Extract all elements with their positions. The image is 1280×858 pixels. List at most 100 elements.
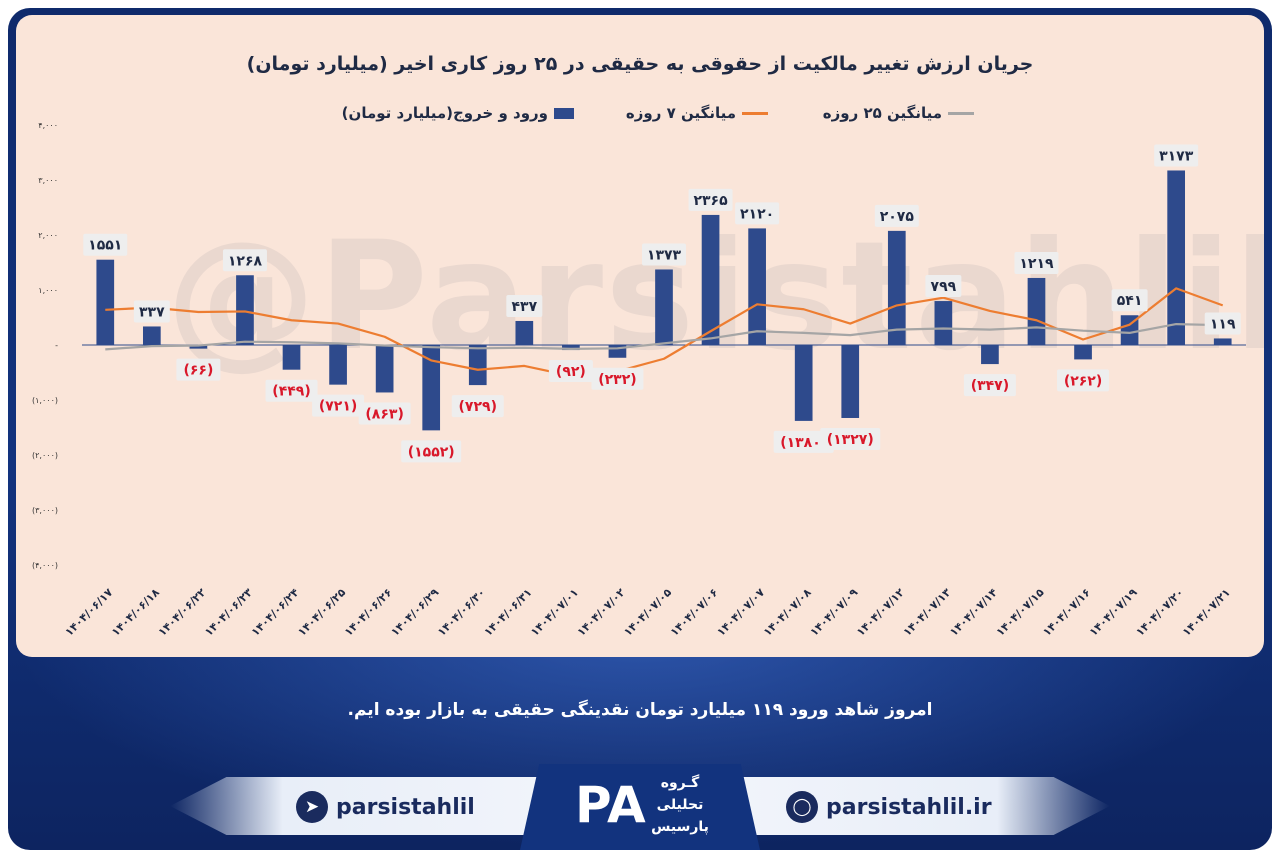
bar bbox=[515, 320, 534, 345]
data-label-box bbox=[1204, 312, 1241, 335]
x-tick-label: ۱۴۰۴/۰۷/۰۲ bbox=[575, 586, 628, 639]
x-tick-label: ۱۴۰۴/۰۷/۱۶ bbox=[1040, 586, 1093, 639]
bar bbox=[841, 345, 860, 418]
data-label: (۹۲) bbox=[556, 364, 586, 380]
x-tick-label: ۱۴۰۴/۰۷/۰۵ bbox=[621, 586, 674, 639]
bar bbox=[934, 301, 953, 345]
bar bbox=[422, 345, 441, 431]
bar bbox=[981, 345, 999, 365]
bar bbox=[655, 269, 673, 345]
data-label: ۲۰۷۵ bbox=[880, 209, 915, 225]
data-label-box bbox=[1111, 289, 1148, 312]
bar bbox=[1120, 315, 1139, 345]
caption-text: امروز شاهد ورود ۱۱۹ میلیارد تومان نقدینگ… bbox=[347, 700, 933, 720]
logo-line-1: گـروه bbox=[660, 775, 700, 791]
x-tick-label: ۱۴۰۴/۰۶/۳۱ bbox=[482, 586, 535, 639]
data-label-box bbox=[820, 427, 881, 450]
telegram-link[interactable]: ➤ parsistahlil bbox=[296, 787, 475, 827]
data-label: ۲۳۶۵ bbox=[693, 193, 728, 209]
y-tick-label: (۴,۰۰۰) bbox=[32, 561, 58, 570]
x-tick-label: ۱۴۰۴/۰۶/۲۹ bbox=[388, 586, 441, 639]
data-label: ۱۵۵۱ bbox=[88, 238, 122, 254]
bar bbox=[236, 275, 254, 345]
chart-panel: @Parsistahlil ۴,۰۰۰۳,۰۰۰۲,۰۰۰۱,۰۰۰-(۱,۰۰… bbox=[16, 15, 1264, 657]
x-tick-label: ۱۴۰۴/۰۶/۱۸ bbox=[109, 586, 162, 639]
bar bbox=[1027, 277, 1046, 345]
logo-mark: PA bbox=[575, 776, 646, 834]
data-label-box bbox=[176, 358, 221, 381]
data-label-box bbox=[688, 188, 733, 211]
x-tick-label: ۱۴۰۴/۰۶/۲۲ bbox=[156, 586, 209, 639]
data-label: (۳۴۷) bbox=[971, 378, 1009, 394]
data-label: (۴۴۹) bbox=[272, 384, 310, 400]
bar bbox=[96, 259, 115, 345]
x-tick-label: ۱۴۰۴/۰۷/۲۱ bbox=[1180, 586, 1233, 639]
data-label-box bbox=[963, 374, 1016, 397]
data-label: ۱۳۷۳ bbox=[647, 247, 682, 263]
logo-box bbox=[520, 764, 760, 850]
data-label-box bbox=[506, 294, 543, 317]
data-label: ۷۹۹ bbox=[931, 279, 957, 295]
x-tick-label: ۱۴۰۴/۰۶/۲۳ bbox=[202, 586, 255, 639]
x-tick-label: ۱۴۰۴/۰۶/۲۶ bbox=[342, 586, 395, 639]
x-tick-label: ۱۴۰۴/۰۶/۳۰ bbox=[435, 586, 488, 639]
data-label: ۱۲۶۸ bbox=[228, 253, 263, 269]
y-tick-label: (۲,۰۰۰) bbox=[32, 451, 58, 460]
y-tick-label: ۳,۰۰۰ bbox=[38, 176, 58, 185]
legend-bar-swatch bbox=[554, 107, 574, 119]
y-tick-label: (۳,۰۰۰) bbox=[32, 506, 58, 515]
telegram-handle: parsistahlil bbox=[336, 794, 475, 820]
data-label: ۳۱۷۳ bbox=[1159, 148, 1194, 164]
x-tick-label: ۱۴۰۴/۰۷/۰۸ bbox=[761, 586, 814, 639]
bar bbox=[329, 345, 347, 385]
y-tick-label: (۱,۰۰۰) bbox=[32, 396, 58, 405]
legend-item-ma7: میانگین ۷ روزه bbox=[626, 101, 768, 125]
data-label-box bbox=[222, 249, 267, 272]
legend-ma7-label: میانگین ۷ روزه bbox=[625, 104, 736, 122]
data-label-box bbox=[401, 440, 462, 463]
data-label-box bbox=[735, 202, 780, 225]
data-label-box bbox=[591, 367, 644, 390]
y-tick-label: - bbox=[55, 341, 58, 350]
data-label-box bbox=[83, 233, 128, 256]
website-url: parsistahlil.ir bbox=[826, 794, 992, 820]
legend-bar-label: ورود و خروج(میلیارد تومان) bbox=[341, 104, 548, 122]
data-label: ۲۱۲۰ bbox=[740, 206, 774, 222]
website-link[interactable]: ◯ parsistahlil.ir bbox=[786, 787, 992, 827]
data-label: (۸۶۳) bbox=[365, 406, 403, 422]
legend-ma7-swatch bbox=[742, 111, 768, 115]
data-label-box bbox=[1014, 251, 1059, 274]
bar bbox=[562, 345, 580, 351]
data-label-box bbox=[642, 243, 686, 266]
x-tick-label: ۱۴۰۴/۰۶/۲۴ bbox=[249, 586, 302, 639]
x-tick-label: ۱۴۰۴/۰۷/۱۳ bbox=[901, 586, 954, 639]
bar bbox=[701, 214, 720, 345]
data-label-box bbox=[133, 300, 170, 323]
bar bbox=[1213, 338, 1232, 345]
telegram-icon: ➤ bbox=[296, 791, 328, 823]
legend-ma25-label: میانگین ۲۵ روزه bbox=[822, 104, 942, 122]
logo-line-2: تحلیلی bbox=[656, 797, 704, 813]
data-label: (۷۲۱) bbox=[319, 399, 357, 415]
data-label: ۴۳۷ bbox=[511, 299, 537, 315]
data-label: ۳۳۷ bbox=[139, 304, 165, 320]
data-label: (۲۶۲) bbox=[1064, 373, 1102, 389]
legend-ma25-swatch bbox=[948, 111, 974, 115]
bar bbox=[887, 230, 906, 345]
data-label: (۱۳۸۰) bbox=[780, 435, 827, 451]
x-tick-label: ۱۴۰۴/۰۷/۱۵ bbox=[994, 586, 1047, 639]
data-label-box bbox=[1154, 144, 1199, 167]
x-tick-label: ۱۴۰۴/۰۷/۰۷ bbox=[714, 586, 767, 639]
data-label-box bbox=[874, 204, 919, 227]
y-tick-label: ۴,۰۰۰ bbox=[38, 121, 58, 130]
data-label: (۷۲۹) bbox=[459, 399, 497, 415]
y-tick-label: ۲,۰۰۰ bbox=[38, 231, 58, 240]
data-label: (۶۶) bbox=[183, 363, 213, 379]
bar bbox=[1167, 170, 1186, 345]
line-series bbox=[105, 323, 1223, 351]
data-label: ۱۲۱۹ bbox=[1019, 256, 1054, 272]
chart-legend: ورود و خروج(میلیارد تومان) میانگین ۷ روز… bbox=[16, 101, 1264, 125]
chart-title: جریان ارزش تغییر مالکیت از حقوقی به حقیق… bbox=[246, 53, 1034, 75]
x-tick-label: ۱۴۰۴/۰۶/۲۵ bbox=[295, 586, 348, 639]
bar bbox=[189, 345, 208, 349]
